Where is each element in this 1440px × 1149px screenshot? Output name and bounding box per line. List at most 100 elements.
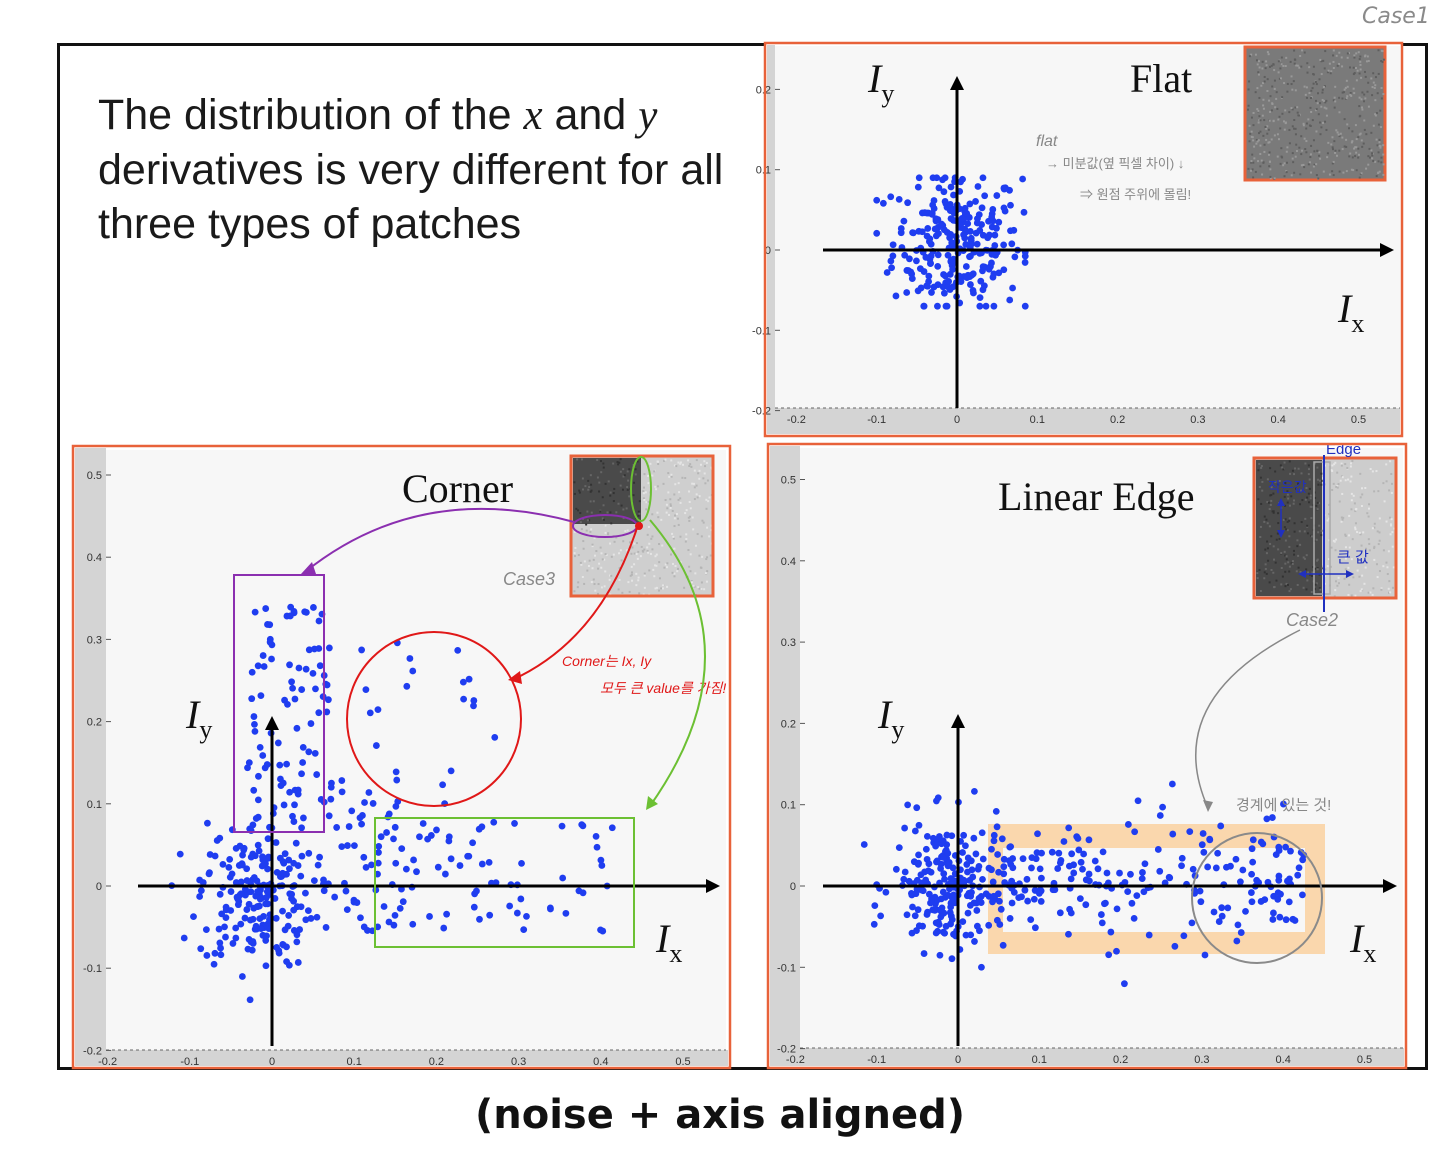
data-point — [1212, 864, 1220, 872]
noise-pixel — [1268, 119, 1271, 122]
data-point — [305, 748, 313, 756]
data-point — [1074, 835, 1082, 842]
data-point — [1035, 889, 1043, 897]
noise-pixel — [677, 523, 680, 526]
data-point — [944, 251, 952, 259]
noise-pixel — [1360, 76, 1363, 79]
noise-pixel — [1317, 483, 1320, 486]
noise-pixel — [1351, 460, 1354, 463]
noise-pixel — [693, 469, 696, 472]
noise-pixel — [1330, 70, 1333, 73]
noise-pixel — [1345, 138, 1348, 141]
noise-pixel — [1316, 149, 1319, 152]
noise-pixel — [674, 483, 677, 486]
noise-pixel — [1360, 505, 1363, 508]
noise-pixel — [677, 482, 680, 485]
data-point — [1034, 830, 1041, 838]
noise-pixel — [1344, 463, 1347, 466]
noise-pixel — [1393, 527, 1396, 530]
noise-pixel — [1293, 553, 1296, 556]
noise-pixel — [1259, 476, 1262, 479]
noise-pixel — [635, 553, 638, 556]
noise-pixel — [1320, 529, 1323, 532]
data-point — [313, 771, 321, 778]
noise-pixel — [631, 546, 634, 549]
noise-pixel — [1277, 512, 1280, 515]
noise-pixel — [649, 552, 652, 555]
gray-arrowhead — [1203, 800, 1213, 812]
noise-pixel — [1307, 163, 1310, 166]
y-tick-label: -0.2 — [777, 1044, 796, 1056]
noise-pixel — [1390, 518, 1393, 521]
noise-pixel — [651, 513, 654, 516]
noise-pixel — [1358, 96, 1361, 99]
gray-arrow — [1195, 629, 1301, 809]
noise-pixel — [676, 517, 679, 520]
y-tick-label: 0 — [790, 881, 796, 893]
noise-pixel — [1305, 140, 1308, 143]
noise-pixel — [1304, 462, 1307, 465]
noise-pixel — [1350, 558, 1353, 561]
noise-pixel — [655, 586, 658, 589]
x-tick-label: 0 — [954, 414, 960, 426]
noise-pixel — [583, 582, 586, 585]
noise-pixel — [1269, 65, 1272, 68]
noise-pixel — [1305, 86, 1308, 89]
noise-pixel — [653, 470, 656, 473]
noise-pixel — [706, 526, 709, 529]
noise-pixel — [1338, 149, 1341, 152]
data-point — [917, 886, 925, 894]
data-point — [972, 198, 979, 205]
noise-pixel — [1295, 64, 1298, 67]
noise-pixel — [1250, 160, 1253, 163]
data-point — [979, 231, 987, 239]
noise-pixel — [1344, 533, 1347, 536]
noise-pixel — [1291, 125, 1294, 128]
noise-pixel — [1291, 560, 1294, 563]
noise-pixel — [704, 482, 707, 485]
data-point — [315, 709, 323, 717]
flat-note-title: flat — [1036, 133, 1058, 150]
noise-pixel — [1259, 119, 1262, 122]
noise-pixel — [1353, 72, 1356, 75]
data-point — [1000, 241, 1008, 249]
data-point — [1005, 857, 1013, 865]
data-point — [943, 831, 951, 839]
noise-pixel — [628, 495, 631, 498]
data-point — [1056, 909, 1064, 917]
noise-pixel — [668, 513, 671, 516]
noise-pixel — [633, 542, 636, 545]
noise-pixel — [1368, 156, 1371, 159]
noise-pixel — [1293, 171, 1296, 174]
noise-pixel — [658, 561, 661, 564]
noise-pixel — [1312, 139, 1315, 142]
noise-pixel — [1386, 566, 1389, 569]
y-axis-band — [767, 45, 775, 434]
noise-pixel — [1331, 464, 1334, 467]
data-point — [248, 946, 256, 954]
noise-pixel — [1378, 570, 1381, 573]
y-tick-label: -0.1 — [777, 962, 796, 974]
noise-pixel — [1262, 161, 1265, 164]
noise-pixel — [1336, 131, 1339, 134]
noise-pixel — [1253, 157, 1256, 160]
data-point — [942, 302, 950, 310]
noise-pixel — [1358, 153, 1361, 156]
noise-pixel — [1319, 479, 1322, 482]
noise-pixel — [594, 589, 597, 592]
noise-pixel — [590, 511, 593, 514]
noise-pixel — [1382, 93, 1385, 96]
noise-pixel — [598, 481, 601, 484]
noise-pixel — [1258, 486, 1261, 489]
data-point — [265, 853, 272, 861]
noise-pixel — [1356, 531, 1359, 534]
noise-pixel — [1288, 570, 1291, 573]
data-point — [250, 874, 258, 881]
data-point — [1000, 855, 1008, 863]
data-point — [1294, 871, 1302, 879]
noise-pixel — [601, 517, 604, 520]
data-point — [946, 201, 954, 208]
noise-pixel — [1294, 106, 1297, 109]
noise-pixel — [1263, 143, 1266, 146]
data-point — [977, 277, 985, 285]
